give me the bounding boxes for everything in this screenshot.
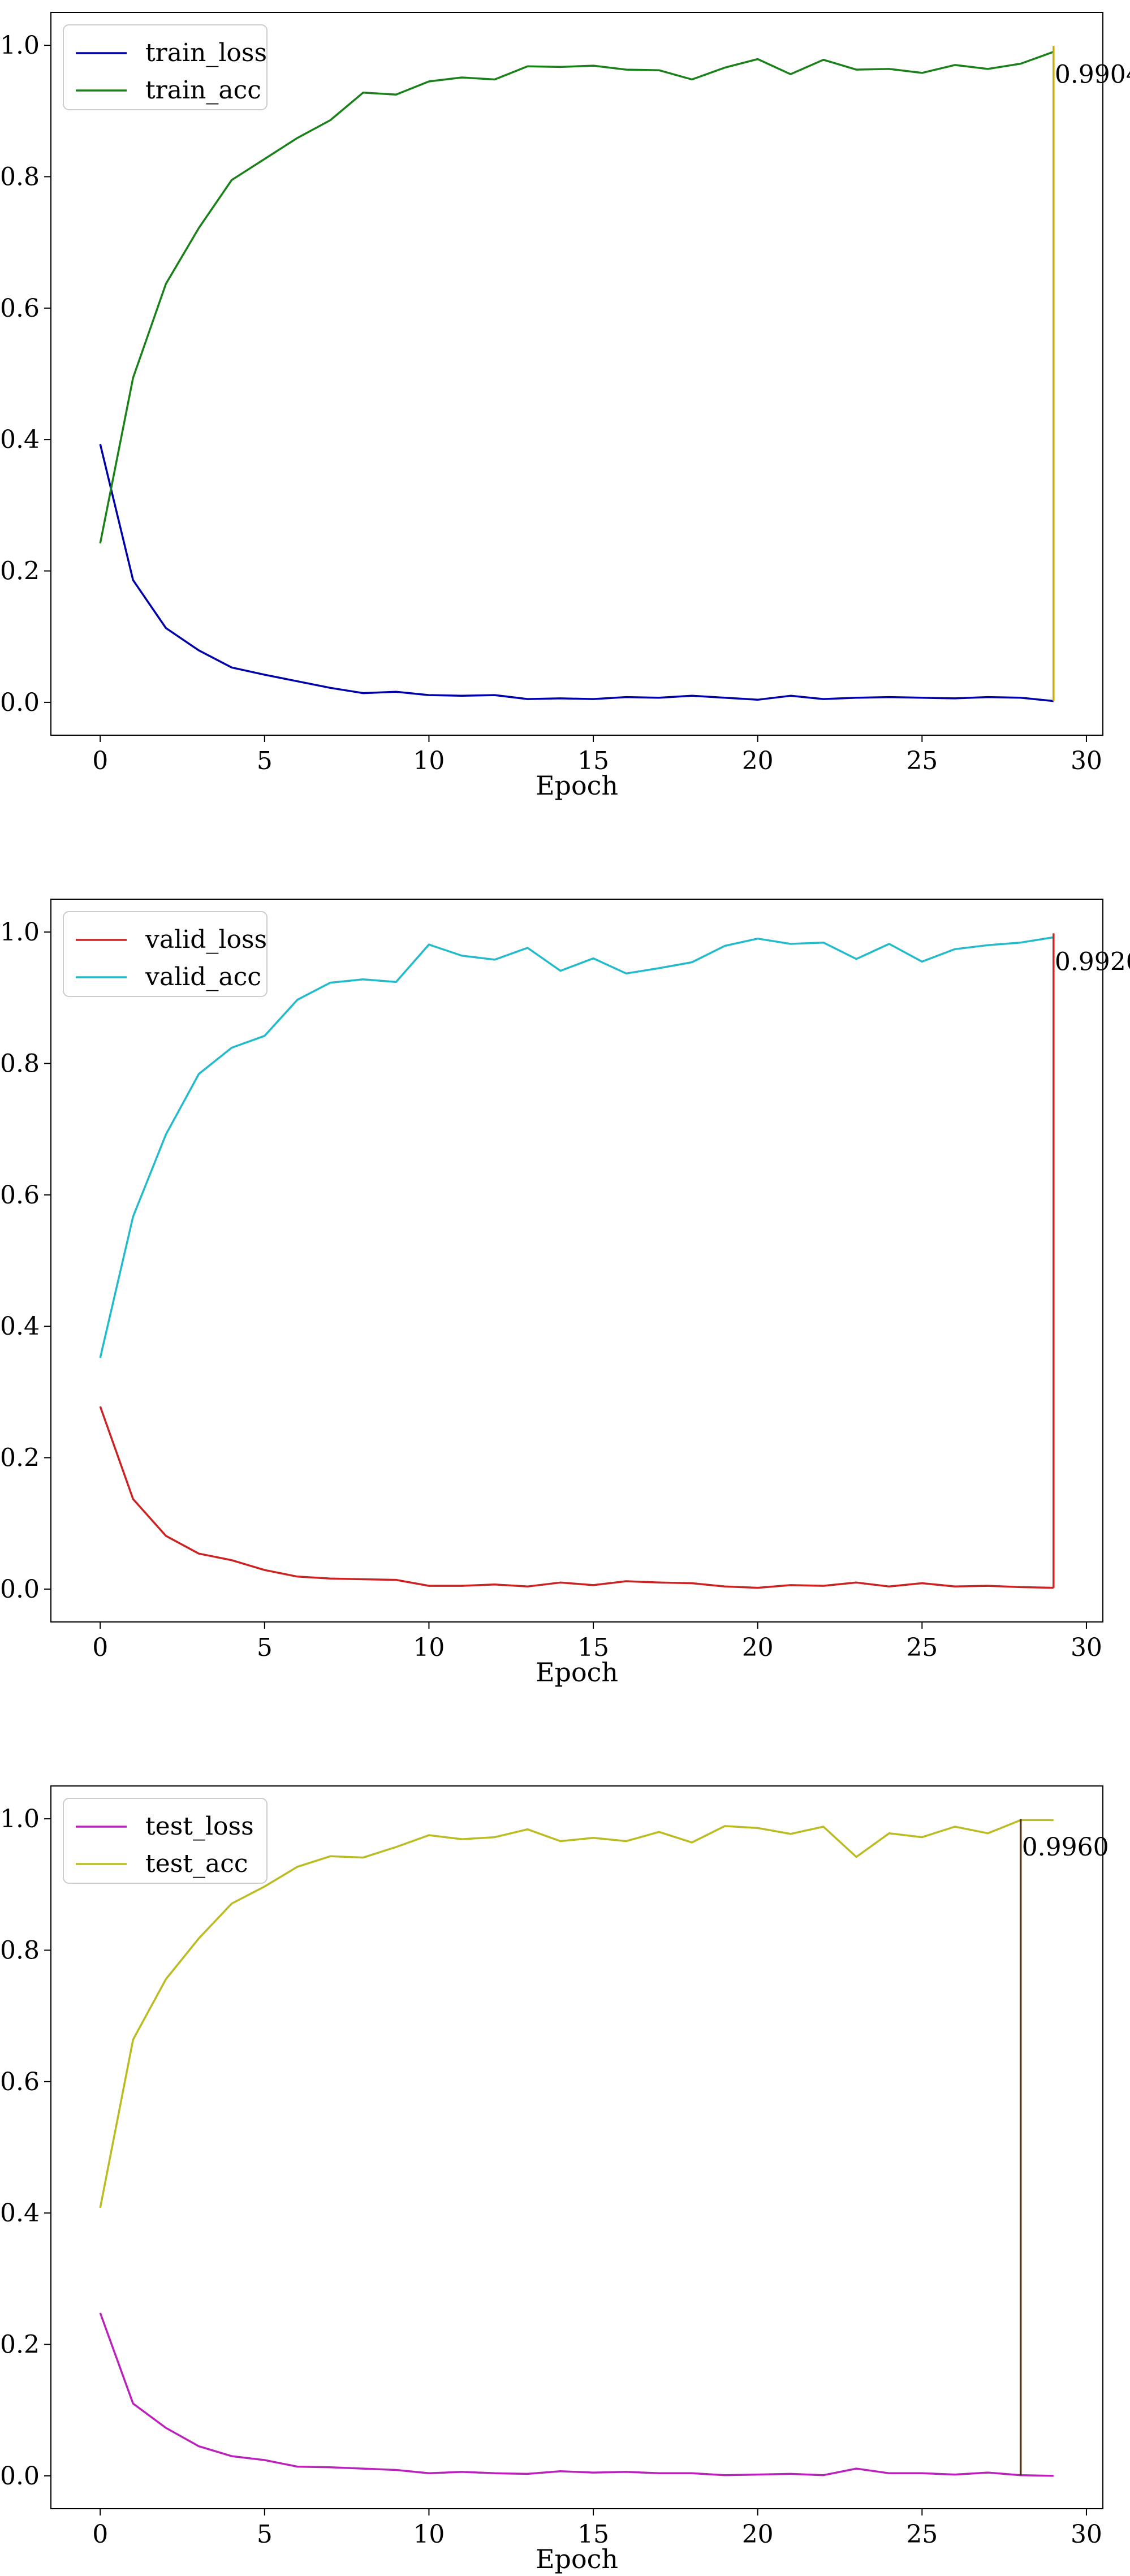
y-tick-label: 0.4 (0, 2199, 40, 2228)
chart-panel-2: 0 5 10 15 20 25 30 0.0 0.2 0.4 0.6 0.8 1.0 Epoch 0.992… (0, 899, 1130, 1688)
series-line-valid-acc (99, 936, 1054, 1358)
x-tick-label: 30 (1071, 2520, 1102, 2549)
x-tick-label: 5 (257, 747, 273, 775)
y-tick-label: 0.2 (0, 557, 40, 586)
y-tick-label: 1.0 (0, 31, 40, 60)
x-tick-label: 15 (577, 747, 609, 775)
plot-frame (50, 899, 1103, 1623)
plot-frame (50, 1785, 1103, 2509)
y-tick-label: 0.8 (0, 1049, 40, 1078)
y-tick-label: 0.2 (0, 2331, 40, 2359)
x-tick-label: 30 (1071, 1633, 1102, 1662)
x-tick-label: 30 (1071, 747, 1102, 775)
x-axis-title: Epoch (536, 2544, 618, 2574)
x-tick-label: 25 (906, 1633, 938, 1662)
x-tick-label: 25 (906, 747, 938, 775)
x-tick-label: 5 (257, 1633, 273, 1662)
x-tick-label: 15 (577, 1633, 609, 1662)
x-tick-label: 20 (742, 1633, 774, 1662)
annotation-text: 0.9904 (1055, 60, 1130, 89)
legend-label: train_loss (145, 38, 267, 67)
annotation-text: 0.9920 (1055, 947, 1130, 976)
x-axis-title: Epoch (536, 1657, 618, 1688)
legend-box (63, 1798, 268, 1884)
y-tick-label: 0.0 (0, 688, 40, 717)
legend-label: test_acc (145, 1849, 248, 1878)
plot-frame (50, 12, 1103, 736)
y-tick-label: 0.4 (0, 425, 40, 454)
y-tick-label: 0.0 (0, 2462, 40, 2491)
y-tick-label: 0.8 (0, 1936, 40, 1965)
y-tick-label: 0.8 (0, 162, 40, 191)
legend-label: test_loss (145, 1812, 254, 1841)
legend-box (63, 911, 268, 997)
x-tick-label: 10 (413, 747, 445, 775)
y-tick-label: 0.2 (0, 1444, 40, 1473)
y-tick-label: 0.0 (0, 1575, 40, 1604)
y-tick-label: 0.4 (0, 1312, 40, 1341)
chart-panel-3: 0 5 10 15 20 25 30 0.0 0.2 0.4 0.6 0.8 1.0 Epoch 0.996… (0, 1785, 1109, 2574)
annotation-text: 0.9960 (1022, 1833, 1109, 1862)
x-tick-label: 5 (257, 2520, 273, 2549)
legend: valid_loss valid_acc (63, 911, 268, 997)
x-tick-label: 0 (92, 747, 108, 775)
x-tick-label: 0 (92, 2520, 108, 2549)
legend-label: valid_acc (145, 963, 261, 991)
series-line-valid-loss (99, 1406, 1054, 1589)
legend-label: valid_loss (145, 925, 267, 954)
x-tick-label: 20 (742, 747, 774, 775)
legend-box (63, 24, 268, 110)
legend-label: train_acc (145, 76, 261, 105)
x-tick-label: 0 (92, 1633, 108, 1662)
x-tick-label: 20 (742, 2520, 774, 2549)
legend: test_loss test_acc (63, 1798, 268, 1884)
x-tick-label: 15 (577, 2520, 609, 2549)
y-tick-label: 1.0 (0, 918, 40, 947)
series-line-test-loss (99, 2312, 1054, 2477)
x-tick-label: 25 (906, 2520, 938, 2549)
x-tick-label: 10 (413, 2520, 445, 2549)
x-axis-title: Epoch (536, 770, 618, 801)
series-line-test-acc (99, 1819, 1054, 2208)
series-line-train-acc (99, 51, 1054, 544)
legend: train_loss train_acc (63, 24, 268, 110)
y-tick-label: 0.6 (0, 2068, 40, 2096)
y-tick-label: 1.0 (0, 1805, 40, 1833)
y-tick-label: 0.6 (0, 1181, 40, 1210)
series-line-train-loss (99, 443, 1054, 702)
x-tick-label: 10 (413, 1633, 445, 1662)
y-tick-label: 0.6 (0, 294, 40, 323)
chart-panel-1: 0 5 10 15 20 25 30 0.0 0.2 0.4 0.6 0.8 1.0 Epoch 0.990… (0, 12, 1130, 801)
